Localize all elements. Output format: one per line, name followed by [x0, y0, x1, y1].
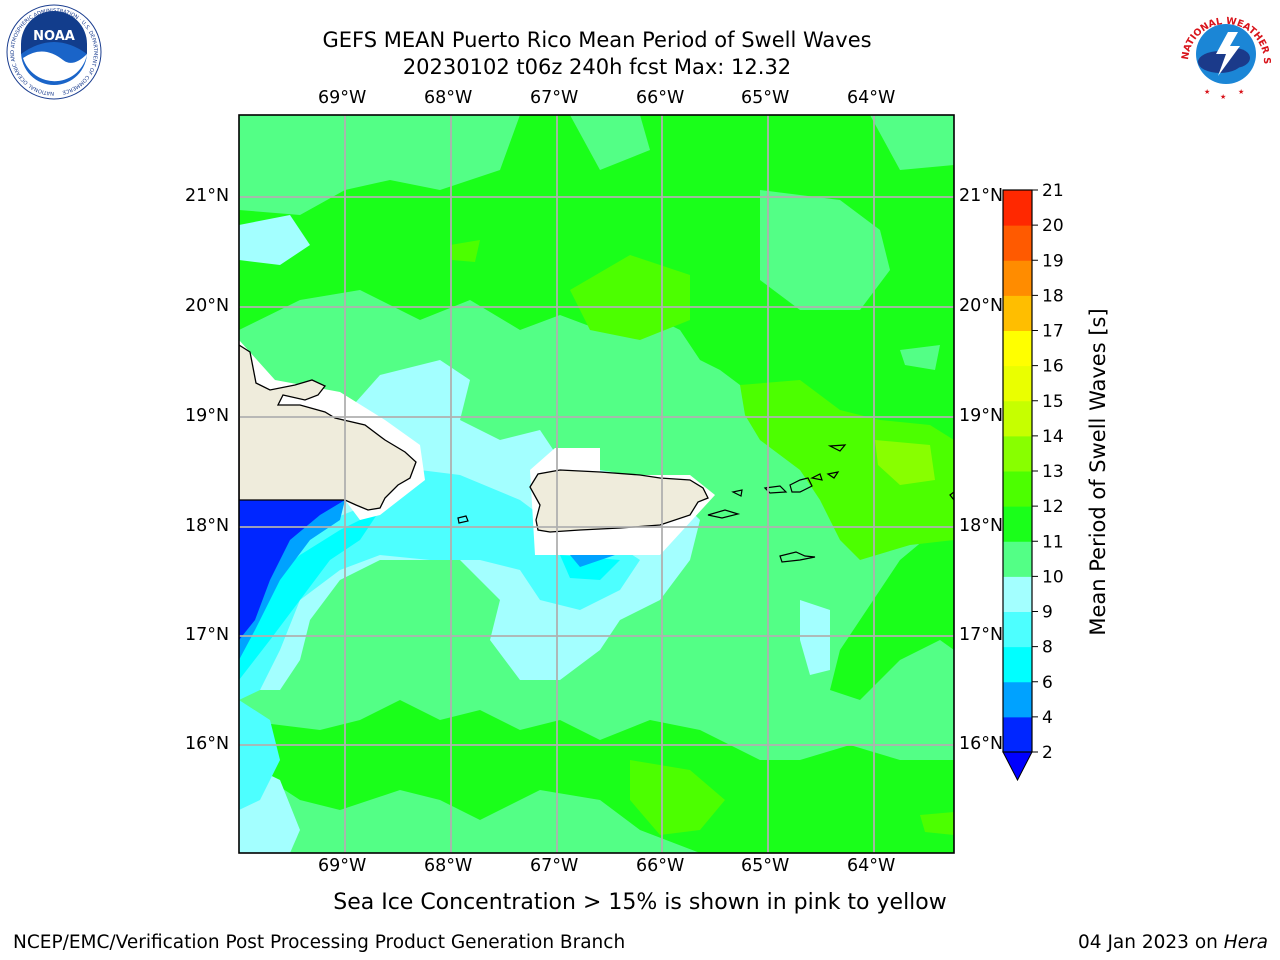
colorbar-tick-label: 18 [1042, 286, 1064, 306]
noaa-logo: NATIONAL OCEANIC AND ATMOSPHERIC ADMINIS… [6, 4, 102, 100]
colorbar-segment [1003, 225, 1032, 261]
footer-credit: NCEP/EMC/Verification Post Processing Pr… [13, 932, 626, 953]
colorbar-segment [1003, 260, 1032, 296]
colorbar-segment [1003, 541, 1032, 577]
colorbar-segment [1003, 400, 1032, 437]
lat-label-right-1: 21°N [959, 186, 1004, 206]
noaa-wordmark: NOAA [33, 29, 75, 44]
footer-host: Hera [1223, 932, 1268, 953]
colorbar-under-arrow [1002, 751, 1033, 782]
lon-label-top-3: 67°W [530, 88, 579, 108]
map-subtitle: 20230102 t06z 240h fcst Max: 12.32 [402, 55, 792, 79]
map-title: GEFS MEAN Puerto Rico Mean Period of Swe… [322, 28, 872, 52]
colorbar-tick-label: 13 [1042, 462, 1064, 482]
lon-label-top-2: 68°W [424, 88, 473, 108]
lon-label-top-5: 65°W [741, 88, 790, 108]
lat-label-right-3: 19°N [959, 406, 1004, 426]
colorbar-tick-label: 10 [1042, 567, 1064, 587]
colorbar-tick-label: 20 [1042, 216, 1064, 236]
colorbar-segment [1003, 471, 1032, 507]
lat-label-left-2: 20°N [185, 296, 230, 316]
lat-label-left-6: 16°N [185, 734, 230, 754]
colorbar: 2 4 6 8 9 10 11 12 13 14 15 16 17 18 19 20 21 [1002, 181, 1064, 782]
colorbar-label: Mean Period of Swell Waves [s] [1086, 308, 1110, 636]
graticule [239, 115, 954, 853]
colorbar-tick-label: 2 [1042, 743, 1053, 763]
lat-label-right-5: 17°N [959, 625, 1004, 645]
colorbar-tick-label: 17 [1042, 322, 1064, 342]
lon-label-bottom-3: 67°W [530, 856, 579, 876]
colorbar-segment [1003, 330, 1032, 367]
lat-label-right-4: 18°N [959, 516, 1004, 536]
colorbar-segment [1003, 506, 1032, 542]
colorbar-tick-label: 9 [1042, 603, 1053, 623]
footer-date: 04 Jan 2023 on Hera [1078, 932, 1268, 953]
lon-label-top-1: 69°W [318, 88, 367, 108]
lon-label-bottom-6: 64°W [847, 856, 896, 876]
colorbar-tick-label: 21 [1042, 181, 1064, 201]
sea-ice-note: Sea Ice Concentration > 15% is shown in … [333, 890, 947, 915]
swell-period-field [239, 115, 954, 853]
colorbar-segment [1003, 611, 1032, 648]
small-islands [457, 444, 954, 563]
lon-label-bottom-4: 66°W [636, 856, 685, 876]
colorbar-tick-label: 15 [1042, 392, 1064, 412]
colorbar-segment [1003, 295, 1032, 331]
colorbar-tick-label: 19 [1042, 251, 1064, 271]
lat-label-left-4: 18°N [185, 516, 230, 536]
colorbar-segment [1003, 576, 1032, 612]
colorbar-tick-label: 14 [1042, 427, 1064, 447]
colorbar-segment [1003, 716, 1032, 753]
puerto-rico-land [529, 469, 709, 533]
lat-label-left-5: 17°N [185, 625, 230, 645]
footer-date-text: 04 Jan 2023 on [1078, 932, 1224, 953]
lat-label-left-3: 19°N [185, 406, 230, 426]
svg-text:★: ★ [1204, 88, 1210, 96]
colorbar-segment [1003, 365, 1032, 402]
lon-label-bottom-5: 65°W [741, 856, 790, 876]
lon-label-bottom-1: 69°W [318, 856, 367, 876]
colorbar-segment [1003, 646, 1032, 683]
colorbar-segment [1003, 681, 1032, 718]
lat-label-right-2: 20°N [959, 296, 1004, 316]
colorbar-segment [1003, 190, 1032, 226]
colorbar-tick-label: 6 [1042, 673, 1053, 693]
colorbar-tick-label: 16 [1042, 357, 1064, 377]
colorbar-tick-label: 8 [1042, 638, 1053, 658]
lat-label-right-6: 16°N [959, 734, 1004, 754]
hispaniola-land [239, 344, 417, 511]
lon-label-bottom-2: 68°W [424, 856, 473, 876]
svg-text:★: ★ [1220, 93, 1226, 100]
colorbar-tick-label: 12 [1042, 497, 1064, 517]
svg-text:★: ★ [1238, 88, 1244, 96]
colorbar-tick-label: 11 [1042, 532, 1064, 552]
colorbar-tick-label: 4 [1042, 708, 1053, 728]
lat-label-left-1: 21°N [185, 186, 230, 206]
lon-label-top-4: 66°W [636, 88, 685, 108]
lon-label-top-6: 64°W [847, 88, 896, 108]
colorbar-segment [1003, 435, 1032, 472]
nws-logo: NATIONAL WEATHER SERVICE ★★★ [1176, 4, 1272, 100]
